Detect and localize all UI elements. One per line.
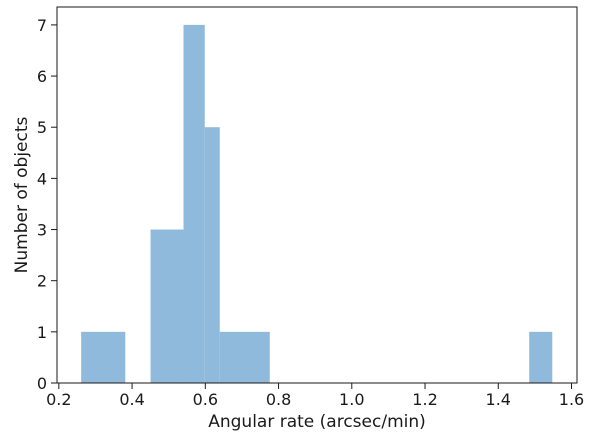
y-axis-ticks: 0 1 2 3 4 5 6 7 — [37, 16, 57, 393]
x-axis-label: Angular rate (arcsec/min) — [208, 412, 426, 432]
x-tick-label: 1.4 — [486, 390, 511, 409]
histogram-bar-5 — [219, 331, 270, 383]
histogram-bar-6 — [529, 331, 553, 383]
y-tick-label: 3 — [37, 221, 47, 240]
y-tick-label: 7 — [37, 16, 47, 35]
histogram-bar-4 — [204, 127, 220, 383]
histogram-bar-2 — [150, 229, 184, 383]
x-tick-label: 1.0 — [339, 390, 364, 409]
x-tick-label: 0.2 — [46, 390, 71, 409]
y-tick-label: 0 — [37, 374, 47, 393]
x-tick-label: 1.6 — [559, 390, 584, 409]
y-tick-label: 6 — [37, 67, 47, 86]
y-tick-label: 5 — [37, 118, 47, 137]
x-tick-label: 0.8 — [266, 390, 291, 409]
histogram-bar-1 — [81, 331, 126, 383]
histogram-bar-3 — [183, 24, 205, 384]
plot-frame — [56, 6, 578, 384]
y-tick-label: 2 — [37, 272, 47, 291]
y-tick-label: 4 — [37, 169, 47, 188]
y-axis-label: Number of objects — [12, 116, 32, 273]
histogram-bars — [81, 24, 553, 384]
x-tick-label: 1.2 — [412, 390, 437, 409]
y-tick-label: 1 — [37, 323, 47, 342]
x-tick-label: 0.4 — [119, 390, 144, 409]
x-axis-ticks: 0.2 0.4 0.6 0.8 1.0 1.2 1.4 1.6 — [46, 383, 584, 409]
x-tick-label: 0.6 — [193, 390, 218, 409]
